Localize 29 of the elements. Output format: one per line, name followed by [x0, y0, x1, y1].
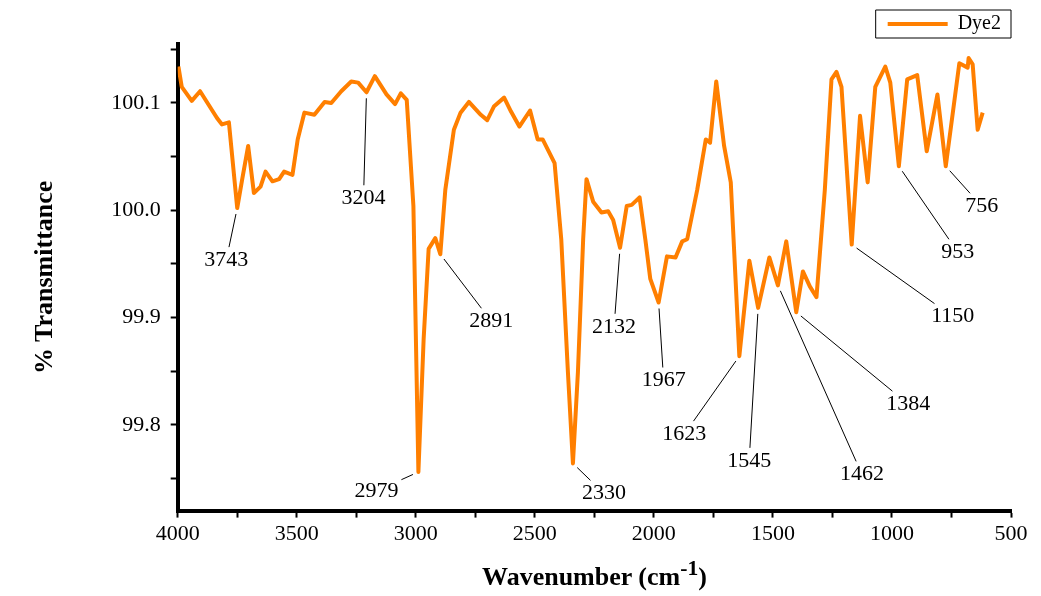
y-tick-label: 99.9: [122, 303, 161, 329]
annotation: 2330: [581, 479, 626, 505]
annotation: 756: [965, 192, 999, 218]
x-tick-label: 1500: [750, 519, 795, 545]
annotation: 2132: [592, 312, 637, 338]
annotation: 953: [941, 238, 975, 264]
legend-label: Dye2: [957, 11, 1002, 35]
x-tick-label: 4000: [155, 519, 200, 545]
annotation: 1150: [931, 302, 975, 328]
y-tick-label: 99.8: [122, 410, 161, 436]
x-tick-label: 1000: [869, 519, 914, 545]
annotation: 3743: [204, 245, 249, 271]
annotation: 2979: [354, 476, 399, 502]
annotation: 1967: [641, 366, 686, 392]
x-tick-label: 2000: [631, 519, 676, 545]
x-tick-label: 2500: [512, 519, 557, 545]
y-tick-label: 100.1: [111, 88, 161, 114]
y-axis-title: % Transmittance: [29, 180, 59, 374]
x-tick-label: 3500: [274, 519, 319, 545]
annotation: 1462: [839, 460, 884, 486]
x-axis-title: Wavenumber (cm$^{-1}$): [481, 556, 708, 592]
x-tick-label: 500: [994, 519, 1028, 545]
annotation: 1623: [662, 419, 707, 445]
annotation: 1384: [886, 389, 931, 415]
annotation: 2891: [469, 307, 514, 333]
annotation: 3204: [341, 184, 386, 210]
annotation: 1545: [727, 446, 772, 472]
x-tick-label: 3000: [393, 519, 438, 545]
y-tick-label: 100.0: [111, 196, 161, 222]
